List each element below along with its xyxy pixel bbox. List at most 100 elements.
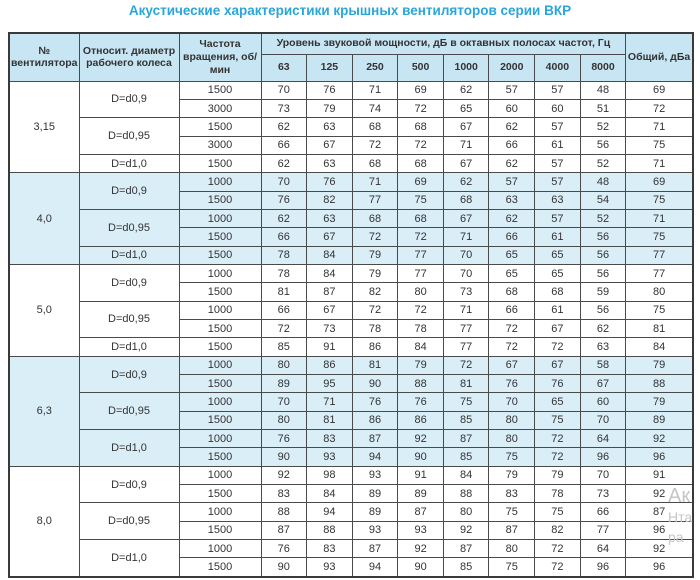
spl-value-cell: 75	[488, 557, 536, 578]
spl-value-cell: 62	[488, 208, 536, 229]
spl-value-cell: 75	[488, 447, 536, 467]
spl-value-cell: 72	[534, 557, 581, 578]
spl-value-cell: 84	[306, 245, 353, 265]
spl-value-cell: 83	[306, 429, 353, 449]
spl-value-cell: 87	[442, 539, 490, 559]
diameter-cell: D=d1,0	[78, 539, 180, 578]
spl-value-cell: 91	[397, 465, 444, 486]
total-cell: 75	[625, 227, 694, 247]
spl-value-cell: 82	[306, 190, 353, 210]
speed-cell: 1500	[178, 447, 262, 467]
spl-value-cell: 72	[534, 447, 581, 467]
spl-value-cell: 79	[351, 263, 399, 284]
spl-value-cell: 69	[397, 80, 444, 100]
spl-value-cell: 57	[488, 172, 536, 192]
spl-value-cell: 71	[351, 80, 399, 100]
spl-value-cell: 72	[442, 355, 490, 376]
spl-value-cell: 72	[397, 135, 444, 155]
spl-value-cell: 92	[397, 429, 444, 449]
spl-value-cell: 88	[306, 520, 353, 541]
spl-value-cell: 64	[579, 429, 627, 449]
col-header-freq-250: 250	[351, 53, 399, 82]
diameter-cell: D=d0,9	[78, 465, 180, 504]
spl-value-cell: 63	[306, 117, 353, 137]
spl-value-cell: 63	[534, 190, 581, 210]
table-row: 5,0 D=d0,9 1000 78 84 79 77 70 65 65 56 77	[8, 263, 694, 357]
table-row: 1500 80 81 86 86 85 80 75 70 89	[9, 410, 694, 431]
table-row: 1500 81 87 82 80 73 68 68 59 80	[9, 282, 694, 302]
spl-value-cell: 90	[351, 373, 399, 394]
col-header-freq-125: 125	[306, 53, 353, 82]
spl-value-cell: 68	[351, 208, 399, 229]
speed-cell: 1500	[178, 282, 262, 302]
spl-value-cell: 65	[534, 245, 581, 265]
table-row: 3,15 D=d0,9 1500 70 76 71 69 62 57 57 48 69	[8, 80, 694, 174]
spl-value-cell: 84	[306, 263, 353, 284]
spl-value-cell: 72	[488, 318, 536, 339]
table-body: 3,15 D=d0,9 1500 70 76 71 69 62 57 57 48 69 3000 73 79…	[8, 80, 694, 578]
spl-value-cell: 71	[442, 300, 490, 320]
spl-value-cell: 75	[534, 410, 581, 431]
table-row: D=d1,0 1500 78 84 79 77 70 65 65 56 77	[9, 245, 694, 265]
spl-value-cell: 80	[488, 410, 536, 431]
total-cell: 80	[625, 282, 694, 302]
spl-value-cell: 62	[488, 153, 536, 174]
spl-value-cell: 77	[442, 318, 490, 339]
spl-value-cell: 70	[442, 263, 490, 284]
table-row: 1500 72 73 78 78 77 72 67 62 81	[9, 318, 694, 339]
acoustic-table: № вентилятора Относит. диаметр рабочего …	[8, 32, 694, 578]
table-row: 8,0 D=d0,9 1000 92 98 93 91 84 79 79 70 91	[8, 465, 694, 578]
speed-cell: 1500	[178, 484, 262, 504]
spl-value-cell: 68	[351, 117, 399, 137]
spl-value-cell: 67	[534, 318, 581, 339]
spl-value-cell: 66	[488, 227, 536, 247]
watermark-line: ра	[668, 529, 684, 545]
speed-cell: 1500	[178, 410, 262, 431]
spl-value-cell: 72	[260, 318, 308, 339]
table-row: D=d1,0 1000 76 83 87 92 87 80 72 64 92	[9, 539, 694, 578]
speed-cell: 3000	[178, 135, 262, 155]
spl-value-cell: 70	[260, 392, 308, 412]
spl-value-cell: 76	[306, 80, 353, 100]
spl-value-cell: 75	[534, 502, 581, 522]
col-header-total: Общий, дБа	[625, 32, 694, 82]
total-cell: 77	[625, 245, 694, 265]
spl-value-cell: 62	[260, 208, 308, 229]
spl-value-cell: 93	[397, 520, 444, 541]
spl-value-cell: 67	[442, 117, 490, 137]
total-cell: 79	[625, 392, 694, 412]
fan-number-cell: 8,0	[8, 465, 80, 578]
spl-value-cell: 84	[397, 337, 444, 357]
speed-cell: 1000	[178, 539, 262, 559]
spl-value-cell: 81	[260, 282, 308, 302]
spl-value-cell: 80	[260, 355, 308, 376]
col-header-freq-1000: 1000	[442, 53, 490, 82]
spl-value-cell: 85	[260, 337, 308, 357]
diameter-cell: D=d0,95	[78, 502, 180, 541]
speed-cell: 1000	[178, 355, 262, 376]
spl-value-cell: 81	[306, 410, 353, 431]
table-row: D=d0,95 1500 62 63 68 68 67 62 57 52 71	[9, 117, 694, 155]
spl-value-cell: 93	[351, 520, 399, 541]
spl-value-cell: 61	[534, 227, 581, 247]
spl-value-cell: 79	[351, 245, 399, 265]
spl-value-cell: 73	[442, 282, 490, 302]
spl-value-cell: 72	[351, 300, 399, 320]
spl-value-cell: 66	[260, 227, 308, 247]
spl-value-cell: 82	[351, 282, 399, 302]
spl-value-cell: 71	[306, 392, 353, 412]
header-row-top: № вентилятора Относит. диаметр рабочего …	[8, 32, 694, 82]
spl-value-cell: 70	[260, 80, 308, 100]
spl-value-cell: 67	[442, 208, 490, 229]
total-cell: 89	[625, 410, 694, 431]
spl-value-cell: 87	[351, 539, 399, 559]
spl-value-cell: 52	[579, 153, 627, 174]
spl-value-cell: 75	[488, 502, 536, 522]
spl-value-cell: 87	[488, 520, 536, 541]
total-cell: 75	[625, 300, 694, 320]
spl-value-cell: 92	[442, 520, 490, 541]
spl-value-cell: 85	[442, 447, 490, 467]
spl-value-cell: 67	[306, 227, 353, 247]
spl-value-cell: 77	[442, 337, 490, 357]
speed-cell: 1500	[178, 80, 262, 100]
